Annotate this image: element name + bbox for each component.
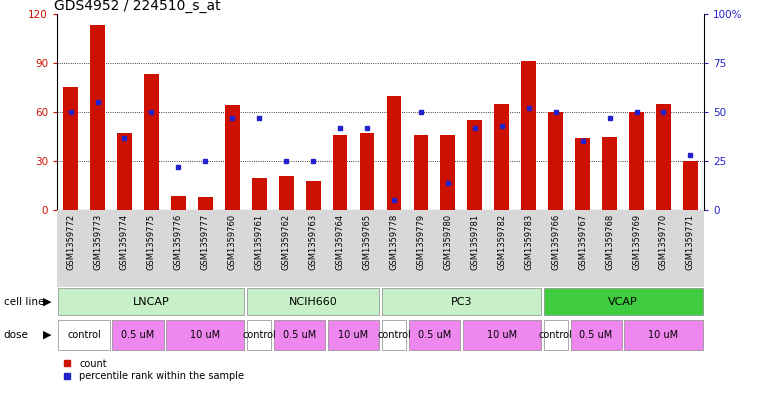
- Bar: [274, 320, 325, 350]
- Bar: [548, 112, 563, 210]
- Text: NCIH660: NCIH660: [288, 297, 337, 307]
- Bar: [575, 138, 590, 210]
- Text: GSM1359769: GSM1359769: [632, 214, 641, 270]
- Text: GSM1359765: GSM1359765: [362, 214, 371, 270]
- Text: GSM1359776: GSM1359776: [174, 214, 183, 270]
- Text: GSM1359774: GSM1359774: [120, 214, 129, 270]
- Text: 0.5 uM: 0.5 uM: [579, 330, 613, 340]
- Text: GSM1359773: GSM1359773: [93, 214, 102, 270]
- Text: GSM1359775: GSM1359775: [147, 214, 156, 270]
- Text: GSM1359780: GSM1359780: [444, 214, 452, 270]
- Bar: [441, 135, 455, 210]
- Text: GSM1359766: GSM1359766: [551, 214, 560, 270]
- Text: GSM1359779: GSM1359779: [416, 214, 425, 270]
- Bar: [252, 178, 266, 210]
- Text: ▶: ▶: [43, 297, 52, 307]
- Bar: [467, 120, 482, 210]
- Text: GSM1359771: GSM1359771: [686, 214, 695, 270]
- Bar: [543, 320, 568, 350]
- Text: GSM1359761: GSM1359761: [255, 214, 264, 270]
- Bar: [625, 320, 702, 350]
- Text: GSM1359764: GSM1359764: [336, 214, 345, 270]
- Text: 10 uM: 10 uM: [190, 330, 221, 340]
- Bar: [387, 95, 401, 210]
- Text: GSM1359782: GSM1359782: [497, 214, 506, 270]
- Text: GSM1359767: GSM1359767: [578, 214, 587, 270]
- Text: 0.5 uM: 0.5 uM: [121, 330, 154, 340]
- Bar: [306, 181, 320, 210]
- Text: LNCAP: LNCAP: [133, 297, 170, 307]
- Bar: [63, 87, 78, 210]
- Text: control: control: [242, 330, 276, 340]
- Text: PC3: PC3: [451, 297, 472, 307]
- Text: GSM1359760: GSM1359760: [228, 214, 237, 270]
- Bar: [328, 320, 379, 350]
- Bar: [279, 176, 294, 210]
- Bar: [247, 320, 272, 350]
- Bar: [463, 320, 541, 350]
- Bar: [144, 74, 159, 210]
- Text: 10 uM: 10 uM: [339, 330, 368, 340]
- Text: GSM1359763: GSM1359763: [309, 214, 317, 270]
- Bar: [521, 61, 537, 210]
- Bar: [629, 112, 644, 210]
- Text: cell line: cell line: [4, 297, 44, 307]
- Text: VCAP: VCAP: [608, 297, 638, 307]
- Bar: [543, 288, 702, 315]
- Text: control: control: [377, 330, 411, 340]
- Text: dose: dose: [4, 330, 29, 340]
- Bar: [571, 320, 622, 350]
- Text: ▶: ▶: [43, 330, 52, 340]
- Text: control: control: [539, 330, 572, 340]
- Bar: [117, 133, 132, 210]
- Bar: [382, 320, 406, 350]
- Bar: [198, 197, 213, 210]
- Bar: [333, 135, 348, 210]
- Bar: [59, 320, 110, 350]
- Bar: [224, 105, 240, 210]
- Bar: [113, 320, 164, 350]
- Text: 0.5 uM: 0.5 uM: [418, 330, 451, 340]
- Text: GSM1359762: GSM1359762: [282, 214, 291, 270]
- Text: GDS4952 / 224510_s_at: GDS4952 / 224510_s_at: [54, 0, 221, 13]
- Text: GSM1359783: GSM1359783: [524, 214, 533, 270]
- Text: GSM1359770: GSM1359770: [659, 214, 668, 270]
- Legend: count, percentile rank within the sample: count, percentile rank within the sample: [62, 358, 244, 382]
- Bar: [409, 320, 460, 350]
- Text: GSM1359778: GSM1359778: [390, 214, 399, 270]
- Bar: [360, 133, 374, 210]
- Bar: [656, 104, 671, 210]
- Text: control: control: [67, 330, 101, 340]
- Text: GSM1359768: GSM1359768: [605, 214, 614, 270]
- Text: GSM1359781: GSM1359781: [470, 214, 479, 270]
- Bar: [602, 136, 617, 210]
- Bar: [382, 288, 541, 315]
- Bar: [166, 320, 244, 350]
- Bar: [413, 135, 428, 210]
- Bar: [247, 288, 379, 315]
- Text: GSM1359777: GSM1359777: [201, 214, 210, 270]
- Bar: [90, 25, 105, 210]
- Bar: [495, 104, 509, 210]
- Bar: [683, 161, 698, 210]
- Text: 0.5 uM: 0.5 uM: [283, 330, 317, 340]
- Bar: [59, 288, 244, 315]
- Text: 10 uM: 10 uM: [648, 330, 679, 340]
- Text: GSM1359772: GSM1359772: [66, 214, 75, 270]
- Text: 10 uM: 10 uM: [487, 330, 517, 340]
- Bar: [171, 195, 186, 210]
